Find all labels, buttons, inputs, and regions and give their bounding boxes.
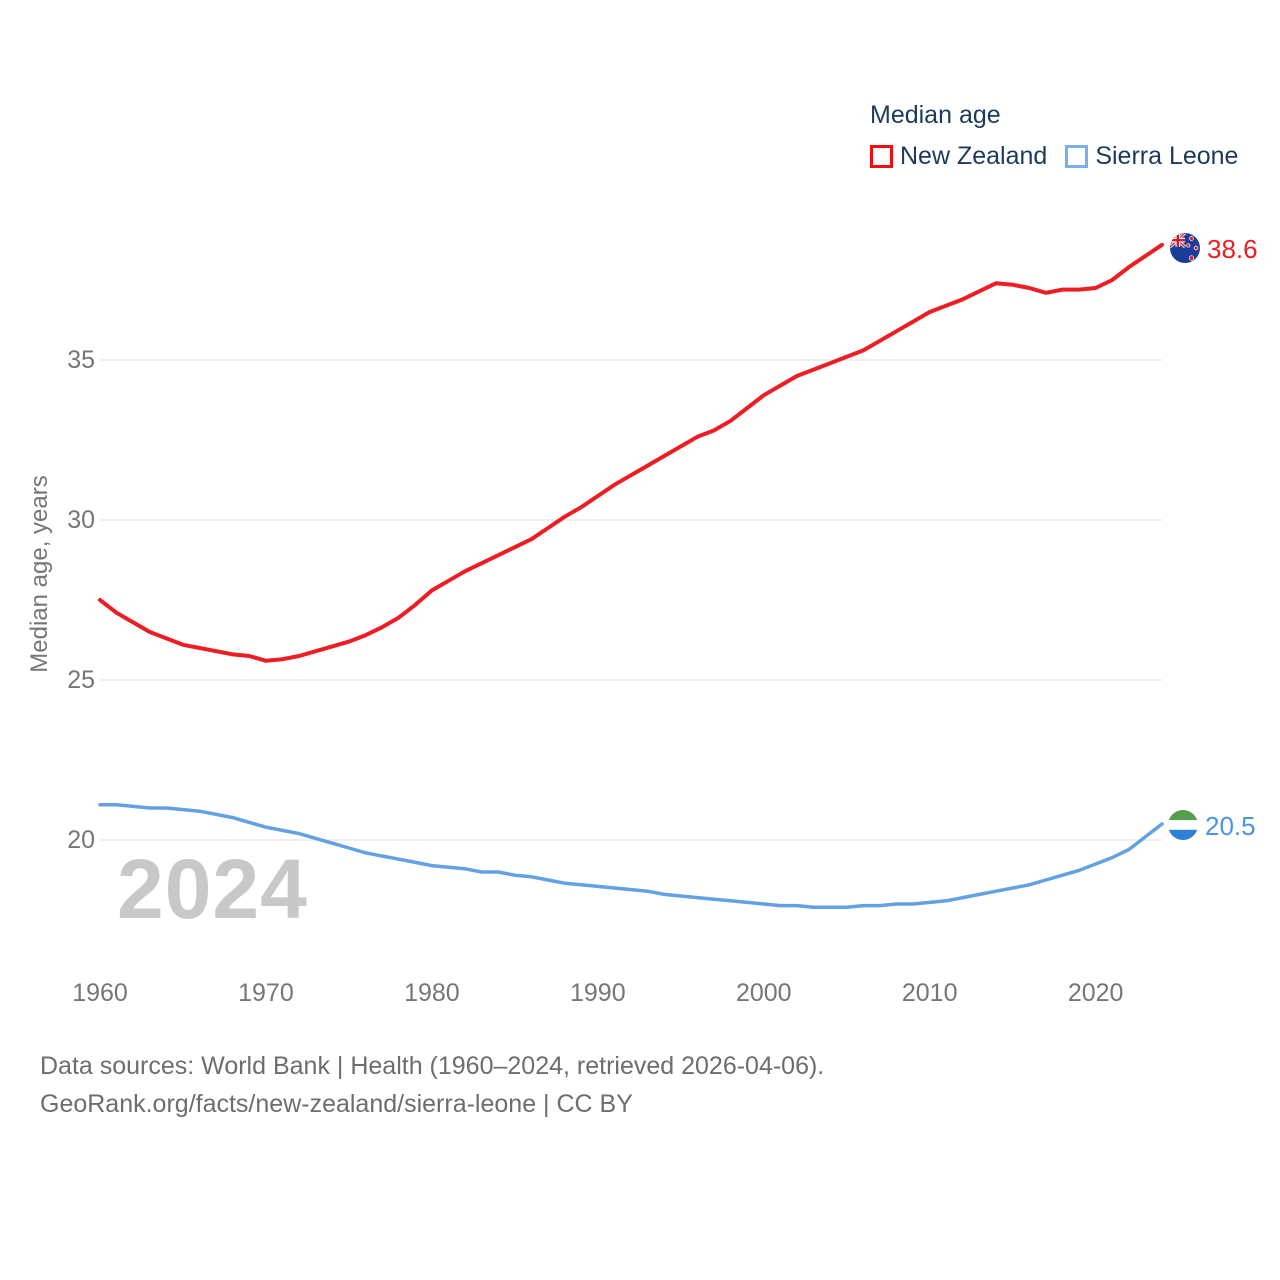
legend-item-sierra-leone[interactable]: Sierra Leone	[1065, 142, 1238, 171]
gridlines	[100, 359, 1162, 841]
legend-label-new-zealand: New Zealand	[900, 142, 1048, 170]
x-tick-label-1960: 1960	[72, 979, 128, 1007]
y-tick-label-30: 30	[67, 506, 95, 534]
attribution-url-text: GeoRank.org/facts/new-zealand/sierra-leo…	[40, 1090, 633, 1118]
new-zealand-legend-swatch	[870, 145, 893, 168]
new-zealand-end-value: 38.6	[1207, 234, 1258, 264]
chart-footer: Data sources: World Bank | Health (1960–…	[40, 1047, 824, 1123]
y-tick-label-20: 20	[67, 826, 95, 854]
sierra-leone-legend-swatch	[1065, 145, 1089, 168]
legend-label-sierra-leone: Sierra Leone	[1095, 142, 1239, 170]
legend: Median age New Zealand Sierra Leone	[870, 100, 1238, 171]
y-tick-label-35: 35	[67, 346, 95, 374]
x-tick-label-2000: 2000	[735, 979, 792, 1007]
x-tick-label-2020: 2020	[1067, 979, 1124, 1007]
new-zealand-flag-icon	[1170, 233, 1200, 263]
legend-title: Median age	[870, 101, 1001, 129]
watermark-year: 2024	[117, 842, 308, 936]
y-axis-title: Median age, years	[26, 475, 53, 673]
sierra-leone-end-value: 20.5	[1205, 811, 1256, 841]
x-tick-label-2010: 2010	[901, 979, 958, 1007]
x-tick-label-1970: 1970	[238, 979, 294, 1007]
data-sources-text: Data sources: World Bank | Health (1960–…	[40, 1052, 825, 1080]
y-tick-label-25: 25	[67, 666, 95, 694]
legend-item-new-zealand[interactable]: New Zealand	[870, 142, 1047, 171]
x-tick-label-1980: 1980	[404, 979, 460, 1007]
sierra-leone-line[interactable]	[98, 803, 1164, 909]
x-tick-label-1990: 1990	[570, 979, 626, 1007]
new-zealand-line[interactable]	[98, 242, 1164, 663]
sierra-leone-flag-icon	[1168, 810, 1198, 840]
